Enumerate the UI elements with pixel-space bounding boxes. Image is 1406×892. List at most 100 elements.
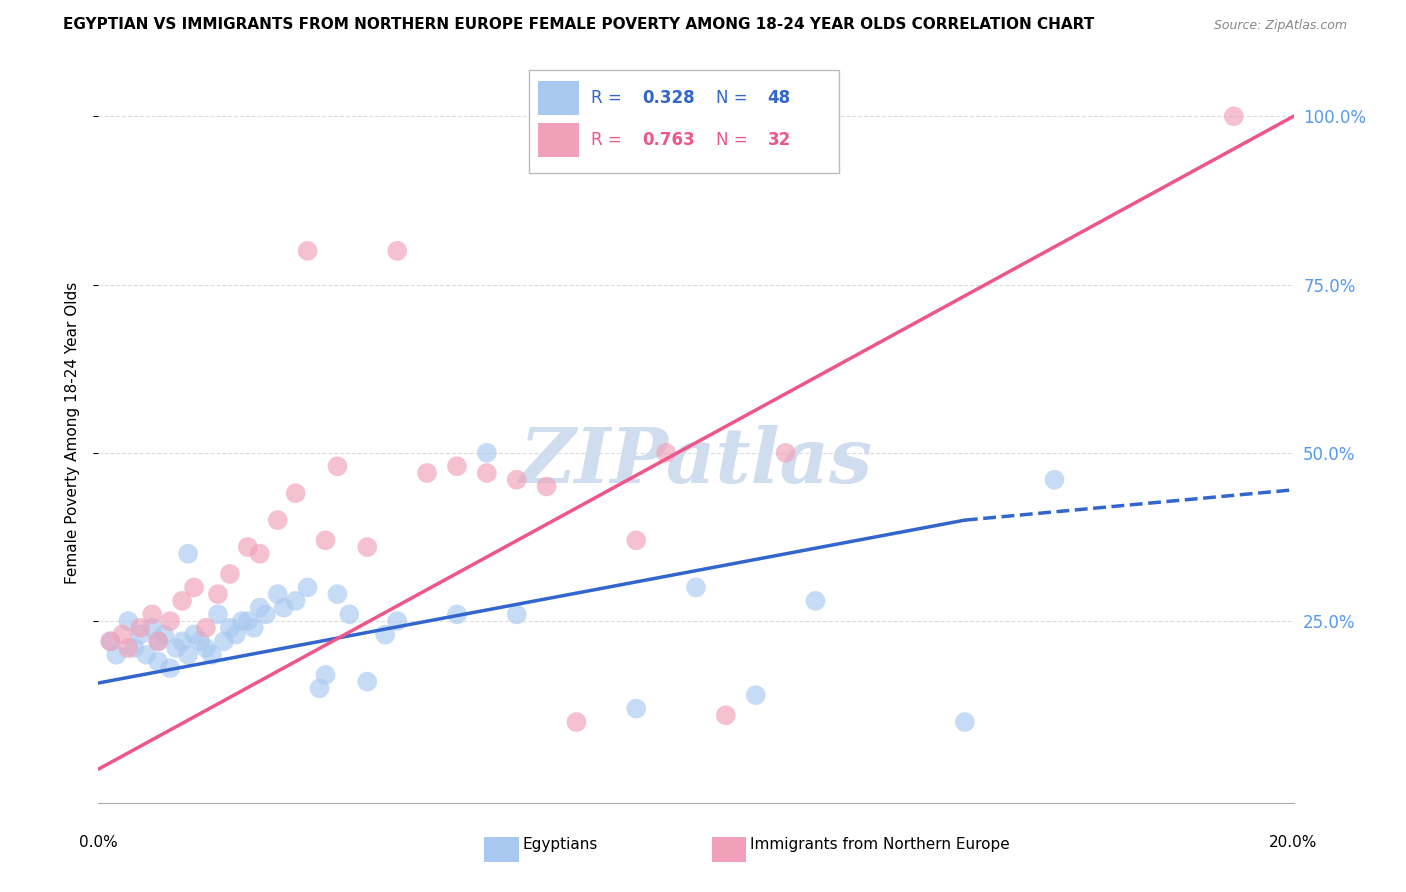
Point [219, 621, 242, 635]
FancyBboxPatch shape [711, 837, 747, 862]
FancyBboxPatch shape [485, 837, 519, 862]
Point [141, 621, 163, 635]
Point [219, 566, 242, 581]
Point [1043, 473, 1066, 487]
Text: 20.0%: 20.0% [1270, 835, 1317, 850]
Point [315, 668, 337, 682]
Point [195, 621, 218, 635]
FancyBboxPatch shape [538, 123, 579, 157]
Point [267, 587, 290, 601]
Point [135, 648, 157, 662]
Point [315, 533, 337, 548]
Point [165, 640, 187, 655]
Point [148, 634, 170, 648]
Point [655, 446, 678, 460]
Text: 0.0%: 0.0% [79, 835, 118, 850]
Point [236, 614, 259, 628]
Point [1223, 109, 1246, 123]
Text: N =: N = [716, 131, 754, 149]
Point [98, 634, 122, 648]
Text: R =: R = [591, 131, 627, 149]
Point [626, 701, 648, 715]
Point [326, 459, 349, 474]
Point [374, 627, 396, 641]
Text: Source: ZipAtlas.com: Source: ZipAtlas.com [1213, 19, 1347, 31]
Point [446, 607, 468, 622]
Point [385, 244, 409, 258]
Point [117, 614, 139, 628]
Point [105, 648, 128, 662]
Point [207, 607, 229, 622]
Point [153, 627, 176, 641]
Point [284, 486, 307, 500]
Point [475, 466, 498, 480]
Text: ZIPatlas: ZIPatlas [519, 425, 873, 500]
Point [685, 581, 707, 595]
Point [172, 594, 194, 608]
Point [326, 587, 349, 601]
Point [385, 614, 409, 628]
Text: EGYPTIAN VS IMMIGRANTS FROM NORTHERN EUROPE FEMALE POVERTY AMONG 18-24 YEAR OLDS: EGYPTIAN VS IMMIGRANTS FROM NORTHERN EUR… [63, 17, 1094, 31]
Text: N =: N = [716, 89, 754, 107]
Point [416, 466, 439, 480]
Point [141, 607, 163, 622]
Point [183, 581, 205, 595]
Text: Immigrants from Northern Europe: Immigrants from Northern Europe [749, 838, 1010, 853]
Point [254, 607, 277, 622]
Point [953, 714, 976, 729]
Point [475, 446, 498, 460]
Point [714, 708, 737, 723]
Point [506, 607, 529, 622]
Point [339, 607, 361, 622]
Point [148, 634, 170, 648]
Point [745, 688, 768, 702]
Point [129, 627, 152, 641]
Point [129, 621, 152, 635]
FancyBboxPatch shape [538, 81, 579, 115]
Point [172, 634, 194, 648]
Point [159, 661, 181, 675]
Text: R =: R = [591, 89, 627, 107]
Point [308, 681, 330, 696]
Point [297, 581, 319, 595]
Point [236, 540, 259, 554]
Point [195, 640, 218, 655]
Text: 0.763: 0.763 [643, 131, 695, 149]
Point [148, 655, 170, 669]
Point [159, 614, 181, 628]
Point [267, 513, 290, 527]
Point [284, 594, 307, 608]
Point [117, 640, 139, 655]
Point [212, 634, 235, 648]
FancyBboxPatch shape [529, 70, 839, 173]
Text: 32: 32 [768, 131, 792, 149]
Point [201, 648, 224, 662]
Text: Egyptians: Egyptians [523, 838, 598, 853]
Point [249, 547, 271, 561]
Point [536, 479, 558, 493]
Point [297, 244, 319, 258]
Point [626, 533, 648, 548]
Point [446, 459, 468, 474]
Point [207, 587, 229, 601]
Point [804, 594, 827, 608]
Point [356, 674, 378, 689]
Text: 0.328: 0.328 [643, 89, 695, 107]
Point [177, 648, 200, 662]
Point [775, 446, 797, 460]
Y-axis label: Female Poverty Among 18-24 Year Olds: Female Poverty Among 18-24 Year Olds [65, 282, 80, 583]
Point [111, 627, 134, 641]
Point [273, 600, 295, 615]
Point [356, 540, 378, 554]
Point [231, 614, 253, 628]
Point [188, 634, 211, 648]
Point [177, 547, 200, 561]
Point [565, 714, 588, 729]
Text: 48: 48 [768, 89, 790, 107]
Point [183, 627, 205, 641]
Point [225, 627, 247, 641]
Point [98, 634, 122, 648]
Point [243, 621, 266, 635]
Point [506, 473, 529, 487]
Point [249, 600, 271, 615]
